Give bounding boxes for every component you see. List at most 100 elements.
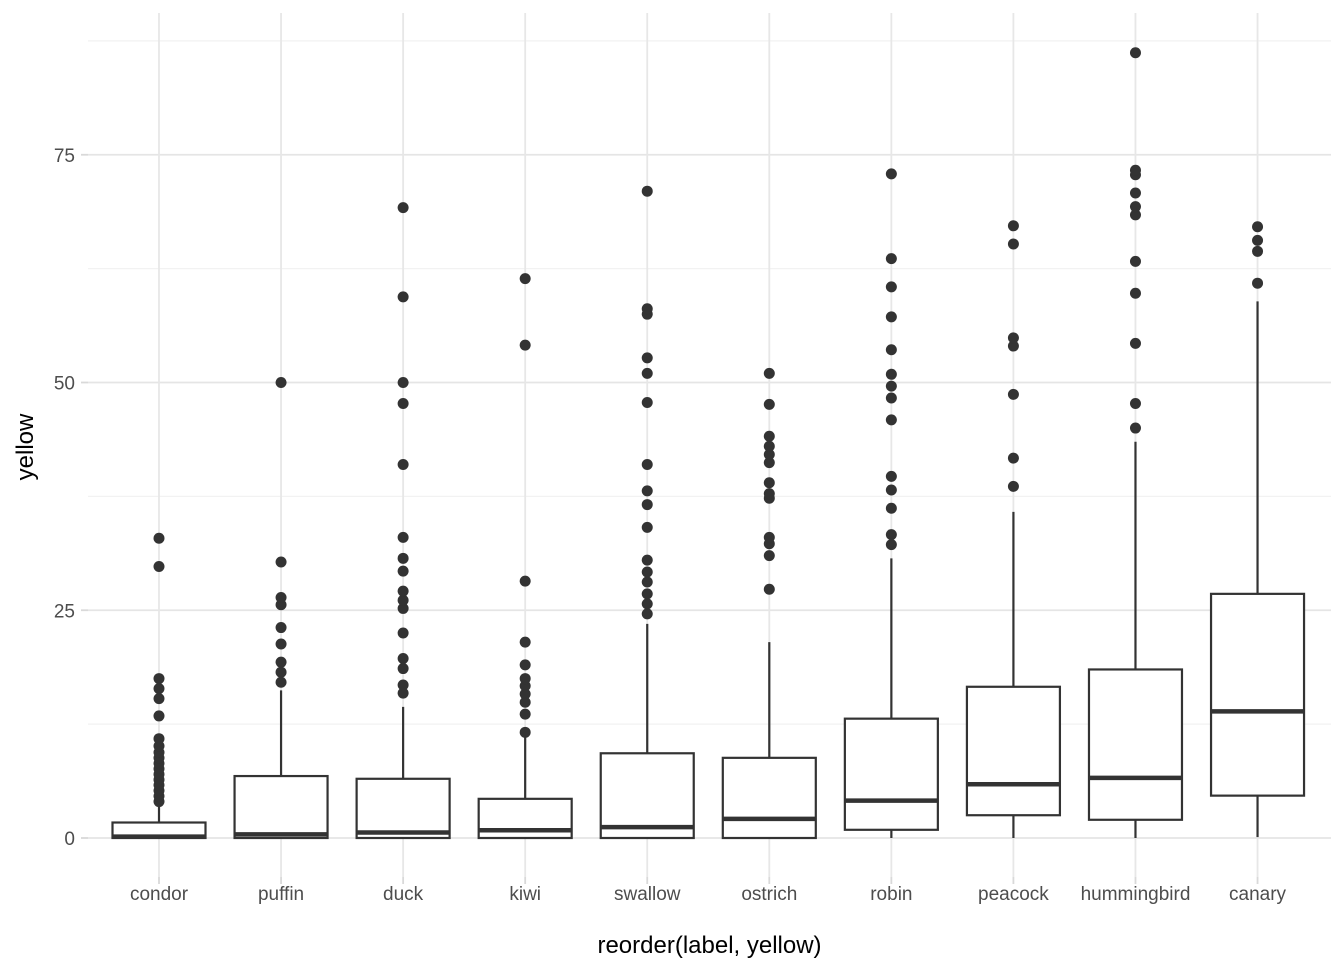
box-peacock: [965, 685, 1062, 817]
outlier-duck: [397, 687, 409, 699]
outlier-robin: [885, 281, 897, 293]
outlier-hummingbird: [1129, 255, 1141, 267]
outlier-duck: [397, 594, 409, 606]
outlier-ostrich: [763, 398, 775, 410]
outlier-puffin: [275, 377, 287, 388]
x-tick-label-puffin: puffin: [258, 884, 304, 905]
outlier-swallow: [641, 521, 653, 533]
outlier-peacock: [1007, 220, 1019, 232]
outlier-kiwi: [519, 659, 531, 671]
outlier-swallow: [641, 367, 653, 379]
outlier-swallow: [641, 303, 653, 315]
outlier-duck: [397, 602, 409, 614]
outlier-duck: [397, 585, 409, 597]
y-tick-label-25: 25: [54, 601, 75, 622]
outlier-kiwi: [519, 636, 531, 648]
outlier-kiwi: [519, 273, 531, 285]
outlier-swallow: [641, 485, 653, 497]
outlier-puffin: [275, 666, 287, 678]
box-robin: [843, 717, 939, 831]
outlier-duck: [397, 627, 409, 639]
outlier-condor: [153, 733, 165, 745]
outlier-robin: [885, 253, 897, 265]
outlier-ostrich: [763, 440, 775, 452]
outlier-duck: [397, 653, 409, 665]
outlier-duck: [397, 552, 409, 564]
outlier-robin: [885, 368, 897, 380]
box-ostrich: [721, 756, 817, 840]
outlier-ostrich: [763, 550, 775, 562]
outlier-kiwi: [519, 339, 531, 351]
outlier-duck: [397, 202, 409, 214]
x-axis-title: reorder(label, yellow): [597, 932, 822, 959]
outlier-hummingbird: [1129, 187, 1141, 199]
outlier-swallow: [641, 566, 653, 578]
outlier-swallow: [641, 185, 653, 197]
outlier-condor: [153, 683, 165, 695]
x-tick-label-canary: canary: [1229, 884, 1287, 905]
x-tick-label-hummingbird: hummingbird: [1081, 884, 1191, 905]
y-tick-label-50: 50: [54, 374, 75, 395]
outlier-ostrich: [763, 583, 775, 595]
outlier-robin: [885, 311, 897, 323]
x-tick-label-condor: condor: [130, 884, 189, 905]
outlier-condor: [153, 532, 165, 544]
outlier-swallow: [641, 576, 653, 588]
outlier-puffin: [275, 622, 287, 634]
outlier-duck: [397, 291, 409, 303]
outlier-ostrich: [763, 488, 775, 500]
outlier-robin: [885, 470, 897, 482]
y-axis-title: yellow: [12, 413, 39, 481]
outlier-duck: [397, 565, 409, 577]
outlier-kiwi: [519, 726, 531, 738]
outlier-peacock: [1007, 388, 1019, 400]
outlier-ostrich: [763, 531, 775, 543]
outlier-puffin: [275, 656, 287, 668]
outlier-robin: [885, 484, 897, 496]
outlier-canary: [1252, 245, 1264, 257]
y-tick-label-0: 0: [64, 829, 75, 850]
outlier-hummingbird: [1129, 397, 1141, 409]
box-canary: [1209, 592, 1306, 797]
outlier-swallow: [641, 554, 653, 566]
x-tick-label-duck: duck: [383, 884, 424, 905]
outlier-robin: [885, 529, 897, 541]
x-tick-label-kiwi: kiwi: [509, 884, 541, 905]
outlier-swallow: [641, 598, 653, 610]
outlier-hummingbird: [1129, 201, 1141, 213]
outlier-robin: [885, 168, 897, 180]
outlier-duck: [397, 663, 409, 675]
box-puffin: [233, 774, 329, 840]
outlier-condor: [153, 693, 165, 705]
outlier-robin: [885, 502, 897, 514]
y-tick-label-75: 75: [54, 146, 75, 167]
outlier-kiwi: [519, 688, 531, 700]
outlier-peacock: [1007, 452, 1019, 464]
outlier-peacock: [1007, 480, 1019, 492]
outlier-robin: [885, 414, 897, 426]
outlier-puffin: [275, 556, 287, 568]
outlier-kiwi: [519, 575, 531, 587]
outlier-swallow: [641, 608, 653, 620]
outlier-condor: [153, 710, 165, 722]
outlier-robin: [885, 539, 897, 551]
outlier-swallow: [641, 499, 653, 511]
outlier-hummingbird: [1129, 337, 1141, 349]
outlier-swallow: [641, 458, 653, 470]
outlier-ostrich: [763, 367, 775, 379]
box-swallow: [599, 752, 695, 840]
outlier-robin: [885, 392, 897, 404]
outlier-duck: [397, 531, 409, 543]
x-tick-label-robin: robin: [870, 884, 912, 905]
x-tick-label-ostrich: ostrich: [741, 884, 797, 905]
outlier-condor: [153, 673, 165, 685]
outlier-duck: [397, 397, 409, 409]
outlier-robin: [885, 380, 897, 392]
outlier-kiwi: [519, 696, 531, 708]
outlier-hummingbird: [1129, 422, 1141, 434]
box-duck: [355, 777, 451, 840]
outlier-canary: [1252, 221, 1264, 233]
outlier-ostrich: [763, 477, 775, 489]
